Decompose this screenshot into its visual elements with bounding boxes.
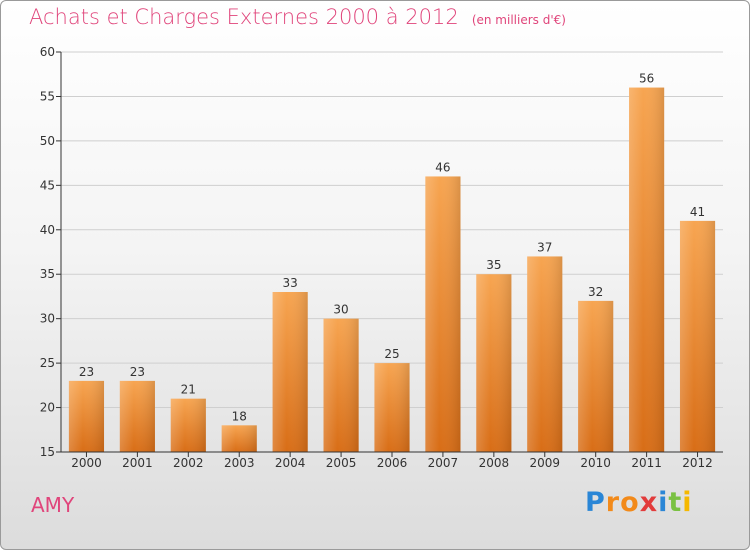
x-tick-label: 2012 bbox=[682, 456, 713, 470]
logo-letter: o bbox=[620, 487, 640, 518]
y-tick-label: 55 bbox=[40, 89, 55, 103]
x-tick-label: 2000 bbox=[71, 456, 102, 470]
y-tick-label: 35 bbox=[40, 267, 55, 281]
bar-shade bbox=[119, 380, 155, 452]
y-tick-label: 15 bbox=[40, 445, 55, 459]
bar-shade bbox=[68, 380, 105, 452]
bar-shade bbox=[323, 318, 359, 452]
x-tick-label: 2006 bbox=[377, 456, 408, 470]
y-tick-label: 40 bbox=[40, 223, 55, 237]
data-label: 37 bbox=[537, 240, 552, 254]
data-label: 21 bbox=[181, 383, 196, 397]
x-tick-label: 2011 bbox=[631, 456, 662, 470]
data-label: 23 bbox=[130, 365, 145, 379]
x-tick-label: 2008 bbox=[479, 456, 510, 470]
data-label: 35 bbox=[486, 258, 501, 272]
y-tick-label: 25 bbox=[40, 356, 55, 370]
bar-shade bbox=[221, 425, 257, 452]
x-tick-label: 2001 bbox=[122, 456, 153, 470]
bar-shade bbox=[272, 292, 308, 452]
bar-shade bbox=[527, 256, 563, 452]
y-tick-label: 20 bbox=[40, 401, 55, 415]
y-tick-label: 60 bbox=[40, 45, 55, 59]
data-label: 32 bbox=[588, 285, 603, 299]
data-label: 33 bbox=[283, 276, 298, 290]
bar-shade bbox=[629, 87, 665, 453]
x-tick-label: 2004 bbox=[275, 456, 306, 470]
data-label: 56 bbox=[639, 72, 654, 86]
y-tick-label: 50 bbox=[40, 134, 55, 148]
bar-shade bbox=[374, 363, 410, 452]
labels: 23 23 21 18 33 30 25 46 35 37 32 56 41 bbox=[79, 72, 705, 424]
bar-shade bbox=[578, 300, 614, 452]
bar-shade bbox=[425, 176, 461, 452]
bar-shade bbox=[679, 220, 716, 452]
logo-letter: i bbox=[658, 487, 669, 518]
logo-letter: i bbox=[682, 487, 693, 518]
commune-name: AMY bbox=[31, 493, 75, 517]
y-tick-label: 45 bbox=[40, 178, 55, 192]
x-tick-label: 2009 bbox=[529, 456, 560, 470]
logo-letter: x bbox=[639, 487, 659, 518]
x-tick-label: 2010 bbox=[580, 456, 611, 470]
chart-title: Achats et Charges Externes 2000 à 2012 bbox=[29, 5, 459, 29]
logo-letter: P bbox=[585, 487, 606, 518]
logo-letter: r bbox=[605, 487, 621, 518]
bar-shade bbox=[476, 274, 512, 452]
x-tick-label: 2005 bbox=[326, 456, 357, 470]
chart-subtitle: (en milliers d'€) bbox=[471, 13, 566, 27]
data-label: 25 bbox=[384, 347, 399, 361]
chart-header: Achats et Charges Externes 2000 à 2012 (… bbox=[29, 5, 566, 29]
x-tick-label: 2007 bbox=[428, 456, 459, 470]
data-label: 30 bbox=[333, 303, 348, 317]
bars bbox=[68, 87, 716, 453]
data-label: 18 bbox=[232, 409, 247, 423]
y-tick-label: 30 bbox=[40, 312, 55, 326]
bar-shade bbox=[170, 398, 206, 452]
axes: 15 20 25 30 35 40 45 50 55 60 2000 2001 2002 2003 2004… bbox=[40, 45, 723, 470]
data-label: 23 bbox=[79, 365, 94, 379]
data-label: 41 bbox=[690, 205, 705, 219]
logo-letter: t bbox=[668, 487, 683, 518]
x-tick-label: 2003 bbox=[224, 456, 255, 470]
x-tick-label: 2002 bbox=[173, 456, 204, 470]
data-label: 46 bbox=[435, 160, 450, 174]
proxiti-logo[interactable]: Proxiti bbox=[585, 487, 693, 518]
